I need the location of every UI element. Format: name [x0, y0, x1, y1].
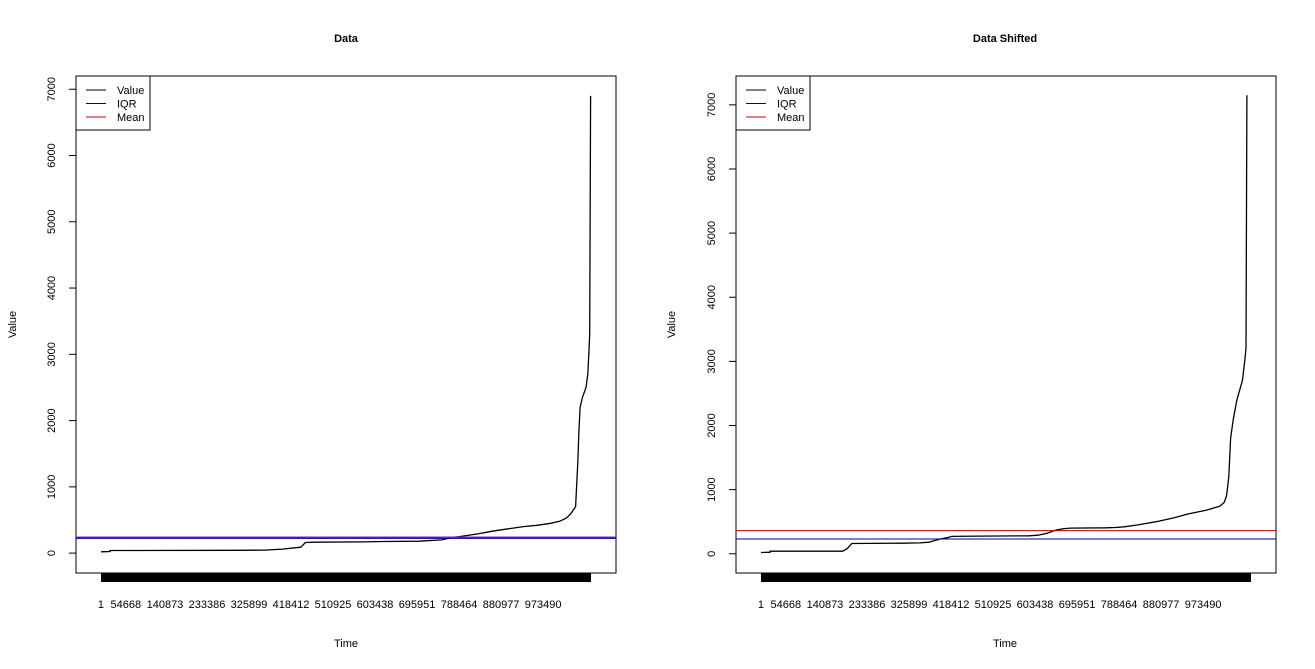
- y-tick-label: 3000: [706, 349, 718, 373]
- x-tick-label: 140873: [807, 599, 844, 611]
- chart-title: Data: [334, 33, 359, 45]
- chart-title: Data Shifted: [973, 33, 1037, 45]
- legend-label-iqr: IQR: [777, 99, 797, 111]
- y-tick-label: 4000: [46, 276, 58, 300]
- plot-area: [76, 95, 616, 553]
- y-tick-label: 5000: [46, 210, 58, 234]
- x-tick-label: 788464: [441, 599, 478, 611]
- x-tick-label: 418412: [933, 599, 970, 611]
- plot-frame: [735, 75, 1277, 574]
- x-tick-label: 233386: [849, 599, 886, 611]
- plot-frame: [75, 75, 617, 574]
- x-tick-label: 695951: [1059, 599, 1096, 611]
- x-tick-label: 788464: [1101, 599, 1138, 611]
- chart-panel-data-shifted: Data Shifted 0 1000 2000 3000 4000 5000 6000 700…: [666, 33, 1277, 650]
- y-axis-label: Value: [666, 311, 678, 338]
- y-tick-label: 2000: [706, 413, 718, 437]
- x-tick-label: 1: [758, 599, 764, 611]
- series-line-value: [100, 95, 592, 553]
- legend-label-value: Value: [117, 85, 144, 97]
- x-tick-label: 1: [98, 599, 104, 611]
- y-tick-label: 0: [46, 550, 58, 556]
- x-axis-tick-band: [760, 573, 1252, 582]
- x-tick-label: 880977: [483, 599, 520, 611]
- y-tick-label: 3000: [46, 342, 58, 366]
- x-tick-label: 695951: [399, 599, 436, 611]
- legend-label-mean: Mean: [117, 112, 145, 124]
- y-axis-label: Value: [7, 311, 19, 338]
- x-tick-label: 973490: [1185, 599, 1222, 611]
- x-tick-label: 325899: [231, 599, 268, 611]
- x-tick-label: 880977: [1143, 599, 1180, 611]
- x-tick-label: 973490: [525, 599, 562, 611]
- x-tick-label: 510925: [975, 599, 1012, 611]
- y-tick-label: 2000: [46, 408, 58, 432]
- legend-label-mean: Mean: [777, 112, 805, 124]
- x-axis-label: Time: [334, 638, 358, 650]
- x-tick-label: 54668: [111, 599, 142, 611]
- x-tick-label: 418412: [273, 599, 310, 611]
- y-tick-label: 7000: [706, 93, 718, 117]
- y-tick-label: 5000: [706, 221, 718, 245]
- x-tick-label: 140873: [147, 599, 184, 611]
- y-tick-label: 1000: [46, 475, 58, 499]
- y-tick-label: 1000: [706, 477, 718, 501]
- x-axis-tick-band: [100, 573, 592, 582]
- y-tick-label: 6000: [706, 157, 718, 181]
- x-tick-label: 233386: [189, 599, 226, 611]
- y-tick-label: 4000: [706, 285, 718, 309]
- x-tick-label: 603438: [1017, 599, 1054, 611]
- legend-label-value: Value: [777, 85, 804, 97]
- y-tick-label: 6000: [46, 143, 58, 167]
- x-tick-label: 603438: [357, 599, 394, 611]
- x-tick-label: 54668: [771, 599, 802, 611]
- y-tick-label: 7000: [46, 77, 58, 101]
- series-line-value: [760, 95, 1248, 554]
- y-tick-label: 0: [706, 551, 718, 557]
- plot-area: [736, 95, 1276, 554]
- x-axis-label: Time: [993, 638, 1017, 650]
- x-tick-label: 325899: [891, 599, 928, 611]
- x-tick-label: 510925: [315, 599, 352, 611]
- legend-label-iqr: IQR: [117, 99, 137, 111]
